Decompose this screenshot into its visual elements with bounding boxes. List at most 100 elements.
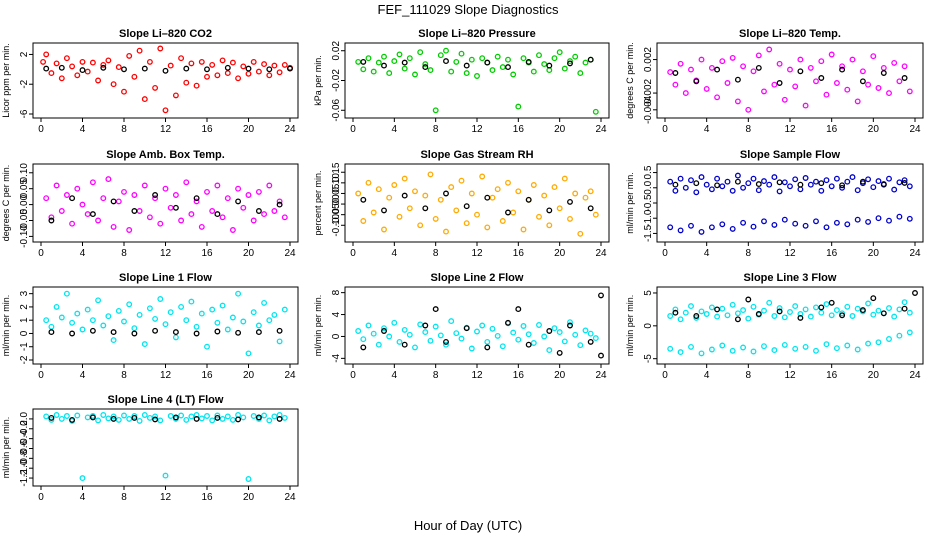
- figure-title: FEF_111029 Slope Diagnostics: [378, 2, 559, 17]
- panel-2: Slope Li–820 Pressure 0 4 8 12 16 20 24 0.02 -0.0…: [313, 28, 610, 135]
- data-point: [172, 192, 179, 198]
- data-point: [505, 56, 511, 63]
- data-point: [598, 292, 604, 299]
- data-point: [193, 82, 200, 89]
- data-point: [536, 213, 542, 220]
- panel-title: Slope Line 2 Flow: [431, 272, 524, 284]
- data-point: [255, 329, 262, 336]
- data-point: [587, 56, 594, 63]
- data-point: [734, 178, 741, 185]
- data-point: [40, 58, 47, 65]
- data-point: [188, 413, 195, 420]
- plot-frame: [32, 42, 299, 119]
- data-point: [854, 305, 861, 312]
- data-point: [126, 415, 133, 422]
- y-axis-label: degrees C per min.: [1, 165, 11, 242]
- panel-title: Slope Li–820 Temp.: [739, 28, 841, 40]
- x-tick-label: 8: [121, 124, 127, 135]
- data-point: [360, 218, 367, 224]
- data-point: [592, 108, 599, 115]
- y-tick-label: 0.0: [643, 180, 654, 194]
- y-tick-label: -2: [19, 355, 30, 364]
- data-point: [724, 178, 731, 185]
- x-tick-label: 0: [662, 124, 668, 135]
- data-point: [468, 56, 475, 63]
- data-point: [484, 59, 491, 66]
- data-point: [823, 301, 830, 308]
- data-point: [365, 322, 372, 329]
- data-point: [167, 413, 174, 419]
- data-point: [598, 352, 604, 359]
- data-point: [105, 176, 112, 183]
- data-point: [58, 64, 65, 71]
- data-point: [708, 304, 715, 311]
- data-point: [443, 338, 449, 345]
- data-point: [417, 222, 424, 229]
- plot-frame: [344, 163, 610, 243]
- data-point: [797, 56, 804, 63]
- data-point: [121, 318, 127, 325]
- data-point: [178, 303, 185, 310]
- data-point: [463, 220, 470, 227]
- data-point: [110, 223, 117, 230]
- x-tick-label: 8: [746, 370, 752, 381]
- x-tick-label: 24: [284, 248, 296, 259]
- data-point: [110, 415, 117, 422]
- data-point: [572, 53, 579, 60]
- data-point: [865, 300, 872, 307]
- data-point: [84, 211, 91, 218]
- data-point: [193, 330, 200, 337]
- data-point: [193, 415, 200, 422]
- data-point: [792, 345, 799, 352]
- data-point: [792, 83, 799, 90]
- data-point: [245, 192, 252, 198]
- x-tick-label: 24: [909, 124, 921, 135]
- data-point: [266, 417, 273, 424]
- data-point: [141, 65, 148, 72]
- x-tick-label: 8: [121, 370, 127, 381]
- data-point: [162, 107, 169, 114]
- data-point: [100, 412, 107, 418]
- data-point: [396, 338, 403, 345]
- data-point: [797, 181, 804, 188]
- y-tick-label: -0.05: [331, 203, 342, 226]
- x-tick-label: 20: [868, 248, 880, 259]
- data-point: [406, 331, 413, 338]
- data-point: [592, 211, 599, 218]
- data-point: [546, 62, 553, 69]
- data-point: [162, 185, 169, 192]
- data-point: [375, 59, 382, 66]
- data-point: [515, 188, 522, 195]
- series-2: [360, 292, 604, 359]
- data-point: [776, 308, 783, 315]
- data-point: [880, 70, 887, 76]
- series-2: [48, 327, 283, 337]
- data-point: [886, 336, 892, 342]
- data-point: [131, 413, 138, 419]
- data-point: [219, 57, 226, 64]
- data-point: [224, 64, 231, 71]
- series-2: [672, 290, 918, 323]
- data-point: [287, 65, 293, 72]
- x-tick-label: 0: [662, 370, 668, 381]
- data-point: [494, 53, 501, 60]
- data-point: [245, 65, 252, 72]
- data-point: [214, 211, 221, 218]
- data-point: [510, 71, 517, 78]
- data-point: [266, 72, 273, 79]
- y-tick-label: 0.02: [331, 41, 342, 61]
- panel-title: Slope Line 3 Flow: [744, 272, 837, 284]
- data-point: [401, 326, 408, 333]
- data-point: [896, 306, 903, 313]
- data-point: [214, 319, 221, 326]
- data-point: [807, 64, 814, 71]
- data-point: [582, 194, 589, 201]
- data-point: [63, 413, 70, 419]
- data-point: [875, 307, 882, 314]
- y-tick-label: -0.8: [19, 449, 30, 467]
- data-point: [724, 312, 731, 319]
- data-point: [849, 56, 856, 63]
- data-point: [797, 186, 804, 193]
